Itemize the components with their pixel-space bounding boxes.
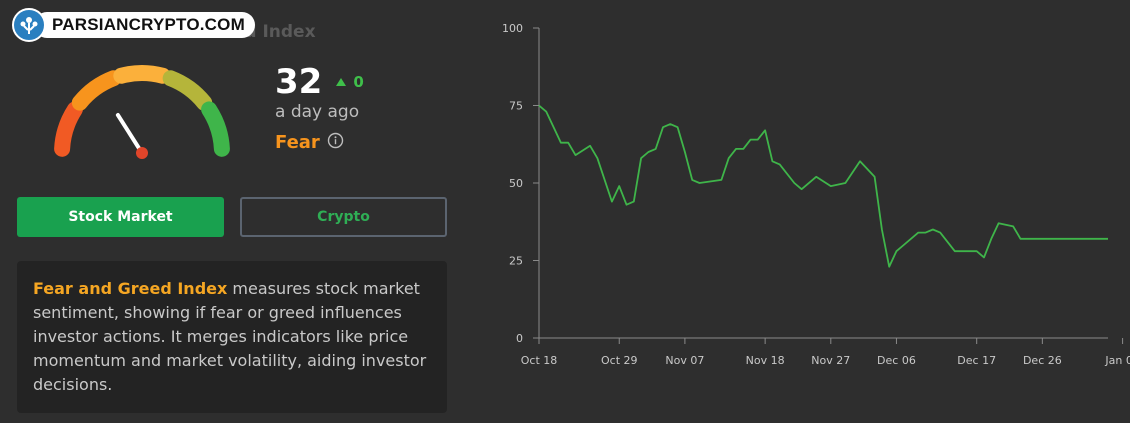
description-box: Fear and Greed Index measures stock mark… [17, 261, 447, 413]
gauge-segment [113, 65, 171, 84]
history-chart: 0 25 50 75 100 Oct 18 Oct 29 Nov 07 Nov 18 Nov 27… [502, 22, 1130, 367]
x-tick-label: Oct 29 [601, 354, 638, 367]
y-tick-label: 25 [509, 255, 523, 268]
y-tick-label: 100 [502, 22, 523, 35]
series-line [538, 104, 1108, 268]
info-icon[interactable] [327, 132, 344, 153]
x-tick-label: Jan 06 [1104, 354, 1130, 367]
description-highlight: Fear and Greed Index [33, 279, 228, 298]
gauge-segment [162, 70, 213, 111]
y-tick-label: 75 [509, 100, 523, 113]
gauge-needle-hub [136, 147, 148, 159]
x-tick-label: Nov 27 [811, 354, 850, 367]
x-tick-label: Dec 26 [1023, 354, 1062, 367]
gauge-needle [115, 113, 144, 155]
gauge-segment [71, 70, 122, 111]
x-tick-label: Nov 18 [746, 354, 785, 367]
logo-text: PARSIANCRYPTO.COM [34, 12, 255, 38]
x-tick-label: Nov 07 [665, 354, 704, 367]
watermark-logo: PARSIANCRYPTO.COM [12, 8, 255, 42]
y-tick-label: 50 [509, 177, 523, 190]
logo-icon [12, 8, 46, 42]
gauge-segment [54, 101, 83, 157]
up-arrow-icon [336, 78, 347, 86]
score-change-value: 0 [353, 73, 364, 91]
gauge [54, 65, 230, 159]
y-tick-label: 0 [516, 332, 523, 345]
x-tick-label: Dec 06 [877, 354, 916, 367]
index-score: 32 [275, 62, 323, 102]
x-tick-label: Dec 17 [957, 354, 996, 367]
gauge-segment [201, 101, 230, 157]
x-tick-label: Oct 18 [521, 354, 558, 367]
tab-crypto[interactable]: Crypto [240, 197, 447, 237]
score-change: 0 [336, 73, 364, 91]
description-body: measures stock market sentiment, showing… [33, 279, 427, 394]
updated-time: a day ago [275, 102, 360, 122]
reading-panel: 32 0 a day ago Fear [275, 62, 364, 153]
sentiment-label: Fear [275, 132, 320, 153]
tab-stock-market[interactable]: Stock Market [17, 197, 224, 237]
